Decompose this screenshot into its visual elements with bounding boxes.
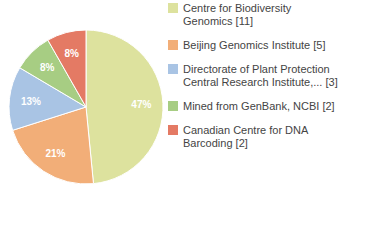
- chart-container: 47% 21% 13% 8% 8% Centre for BiodiversityGeno…: [0, 0, 380, 240]
- legend-swatch: [168, 3, 178, 13]
- legend-line: Barcoding [2]: [183, 137, 248, 149]
- pie-slice: [86, 30, 163, 184]
- legend-line: Central Research Institute,... [3]: [183, 76, 338, 88]
- legend-label: Beijing Genomics Institute [5]: [183, 39, 325, 51]
- pie: [9, 30, 163, 184]
- legend-line: Beijing Genomics Institute [5]: [183, 39, 325, 51]
- legend-swatch: [168, 40, 178, 50]
- legend-line: Mined from GenBank, NCBI [2]: [183, 100, 335, 112]
- legend-label: Canadian Centre for DNABarcoding [2]: [183, 124, 309, 149]
- data-label: 21%: [45, 148, 65, 159]
- legend-line: Genomics [11]: [183, 15, 253, 27]
- data-label: 8%: [65, 48, 80, 59]
- legend-swatch: [168, 64, 178, 74]
- legend-swatch: [168, 101, 178, 111]
- legend-label: Directorate of Plant ProtectionCentral R…: [183, 63, 338, 88]
- data-labels: 47% 21% 13% 8% 8%: [21, 48, 152, 159]
- legend: Centre for BiodiversityGenomics [11] Beij…: [168, 2, 338, 149]
- data-label: 47%: [131, 99, 151, 110]
- legend-line: Centre for Biodiversity: [183, 2, 292, 14]
- data-label: 8%: [40, 62, 55, 73]
- legend-line: Directorate of Plant Protection: [183, 63, 330, 75]
- legend-label: Centre for BiodiversityGenomics [11]: [183, 2, 292, 27]
- chart: 47% 21% 13% 8% 8% Centre for BiodiversityGeno…: [0, 0, 380, 240]
- legend-label: Mined from GenBank, NCBI [2]: [183, 100, 335, 112]
- data-label: 13%: [21, 96, 41, 107]
- legend-swatch: [168, 125, 178, 135]
- legend-line: Canadian Centre for DNA: [183, 124, 309, 136]
